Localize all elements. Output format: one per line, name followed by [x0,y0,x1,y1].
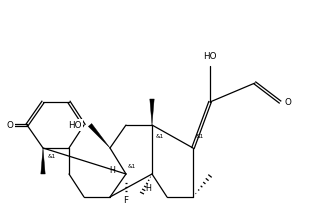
Text: O: O [7,121,13,129]
Polygon shape [41,148,45,174]
Text: HO: HO [203,52,217,61]
Text: O: O [285,97,292,107]
Polygon shape [88,124,110,148]
Text: H: H [109,165,115,174]
Text: &1: &1 [128,164,136,169]
Text: &1: &1 [196,133,204,138]
Text: &1: &1 [156,133,164,138]
Text: HO: HO [68,121,82,129]
Polygon shape [150,99,154,125]
Text: &1: &1 [48,153,56,158]
Text: H: H [145,184,151,192]
Text: F: F [124,196,128,204]
